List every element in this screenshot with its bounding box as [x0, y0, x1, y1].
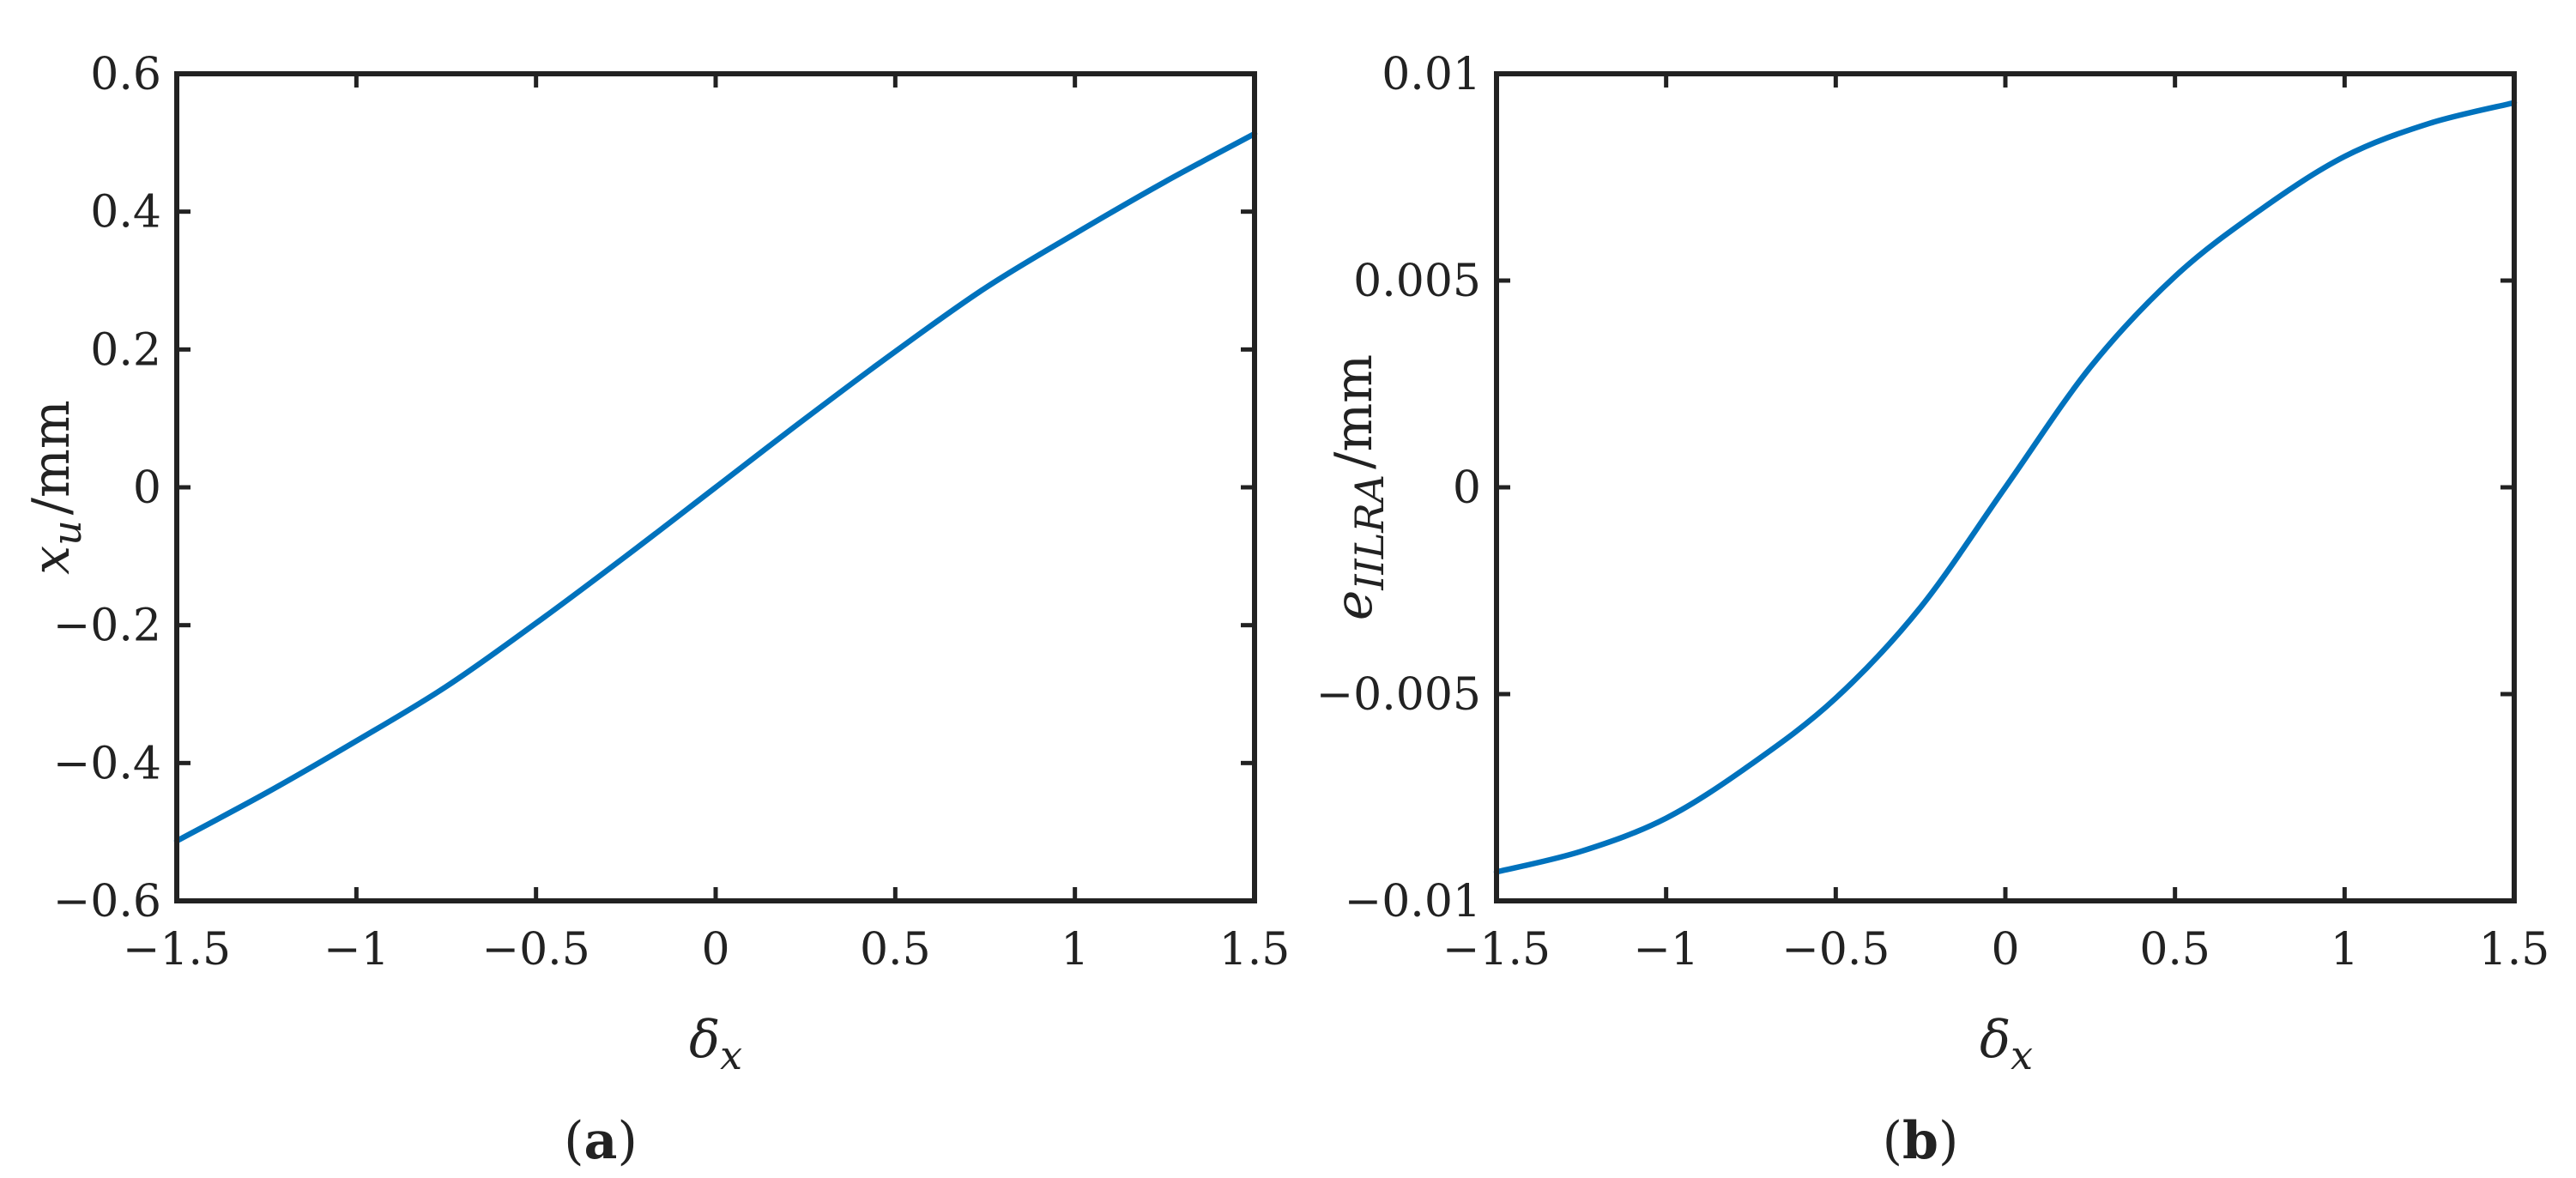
- panel-a-ticks: [174, 71, 1257, 903]
- panel-b-marks: [1493, 100, 2518, 875]
- panel-a-y-axis-unit: /mm: [21, 400, 82, 515]
- panel-a-y-tick-label: 0.4: [90, 187, 161, 239]
- panel-a-x-axis-label: δx: [689, 1010, 742, 1078]
- panel-b-y-tick-label: −0.01: [1345, 876, 1481, 927]
- panel-b-y-axis-subscript: IILRA: [1346, 474, 1393, 591]
- panel-b-ticks: [1494, 71, 2517, 903]
- panel-b-label-open: (: [1883, 1111, 1902, 1171]
- panel-b-x-axis-symbol: δ: [1980, 1010, 2011, 1070]
- panel-b-y-tick-label: 0.01: [1382, 49, 1481, 100]
- panel-a-x-axis-subscript: x: [720, 1032, 742, 1078]
- panel-b-label-letter: b: [1902, 1111, 1938, 1171]
- panel-a-x-tick-label: 1.5: [1219, 924, 1291, 976]
- panel-a-y-tick-label: −0.2: [53, 601, 161, 652]
- panel-a-y-axis-subscript: u: [44, 520, 90, 546]
- chart-panel-a: −1.5 −1 −0.5 0 0.5 1 1.5 −0.6 −0.4 −0.2 0 0.2 0.4 0.…: [21, 49, 1290, 1171]
- panel-b-x-tick-label: −0.5: [1781, 924, 1890, 976]
- panel-a-x-tick-labels: −1.5 −1 −0.5 0 0.5 1 1.5: [123, 924, 1290, 976]
- panel-b-x-tick-label: 0.5: [2139, 924, 2210, 976]
- panel-a-marks: [173, 130, 1258, 844]
- panel-b-x-tick-labels: −1.5 −1 −0.5 0 0.5 1 1.5: [1442, 924, 2549, 976]
- panel-a-y-tick-label: 0.6: [90, 49, 161, 100]
- panel-a-label-close: ): [617, 1111, 637, 1171]
- panel-a-y-axis-symbol: x: [21, 546, 82, 575]
- panel-b-y-axis-label: eIILRA/mm: [1324, 354, 1393, 620]
- panel-b-x-tick-label: −1.5: [1442, 924, 1551, 976]
- panel-b-x-tick-label: 0: [1991, 924, 2019, 976]
- panel-b-y-tick-label: 0: [1453, 462, 1481, 514]
- panel-a-x-tick-label: −1.5: [123, 924, 231, 976]
- panel-a-label-letter: a: [584, 1111, 618, 1171]
- panel-a-y-axis-label: xu/mm: [21, 400, 90, 575]
- panel-a-label: (a): [564, 1111, 638, 1171]
- panel-b-y-axis-unit: /mm: [1324, 354, 1384, 469]
- panel-a-series-line-1: [173, 130, 1258, 844]
- panel-b-series-line-1: [1493, 100, 2518, 875]
- panel-b-x-axis-label: δx: [1980, 1010, 2033, 1078]
- panel-b-x-tick-label: −1: [1633, 924, 1699, 976]
- panel-b-y-tick-labels: −0.01 −0.005 0 0.005 0.01: [1316, 49, 1481, 927]
- panel-a-x-tick-label: 0: [701, 924, 729, 976]
- panel-a-x-tick-label: 0.5: [860, 924, 931, 976]
- panel-b-y-tick-label: −0.005: [1316, 669, 1481, 721]
- panel-b-y-axis-symbol: e: [1324, 590, 1384, 621]
- panel-a-y-tick-label: −0.4: [53, 738, 161, 789]
- panel-a-x-tick-label: −0.5: [482, 924, 590, 976]
- panel-a-x-tick-label: 1: [1061, 924, 1089, 976]
- panel-b-label: (b): [1883, 1111, 1959, 1171]
- panel-b-x-axis-subscript: x: [2011, 1032, 2033, 1078]
- panel-a-y-tick-label: 0.2: [90, 324, 161, 376]
- panel-b-x-tick-label: 1.5: [2479, 924, 2550, 976]
- panel-a-label-open: (: [564, 1111, 584, 1171]
- panel-a-y-tick-labels: −0.6 −0.4 −0.2 0 0.2 0.4 0.6: [53, 49, 161, 927]
- panel-b-x-tick-label: 1: [2331, 924, 2359, 976]
- panel-b-y-tick-label: 0.005: [1353, 256, 1481, 307]
- panel-a-x-axis-symbol: δ: [689, 1010, 720, 1070]
- panel-b-label-close: ): [1938, 1111, 1958, 1171]
- panel-a-x-tick-label: −1: [324, 924, 390, 976]
- panel-a-y-tick-label: −0.6: [53, 876, 161, 927]
- chart-panel-b: −1.5 −1 −0.5 0 0.5 1 1.5 −0.01 −0.005 0 0.005 0.01…: [1316, 49, 2550, 1171]
- panel-a-y-tick-label: 0: [133, 462, 161, 514]
